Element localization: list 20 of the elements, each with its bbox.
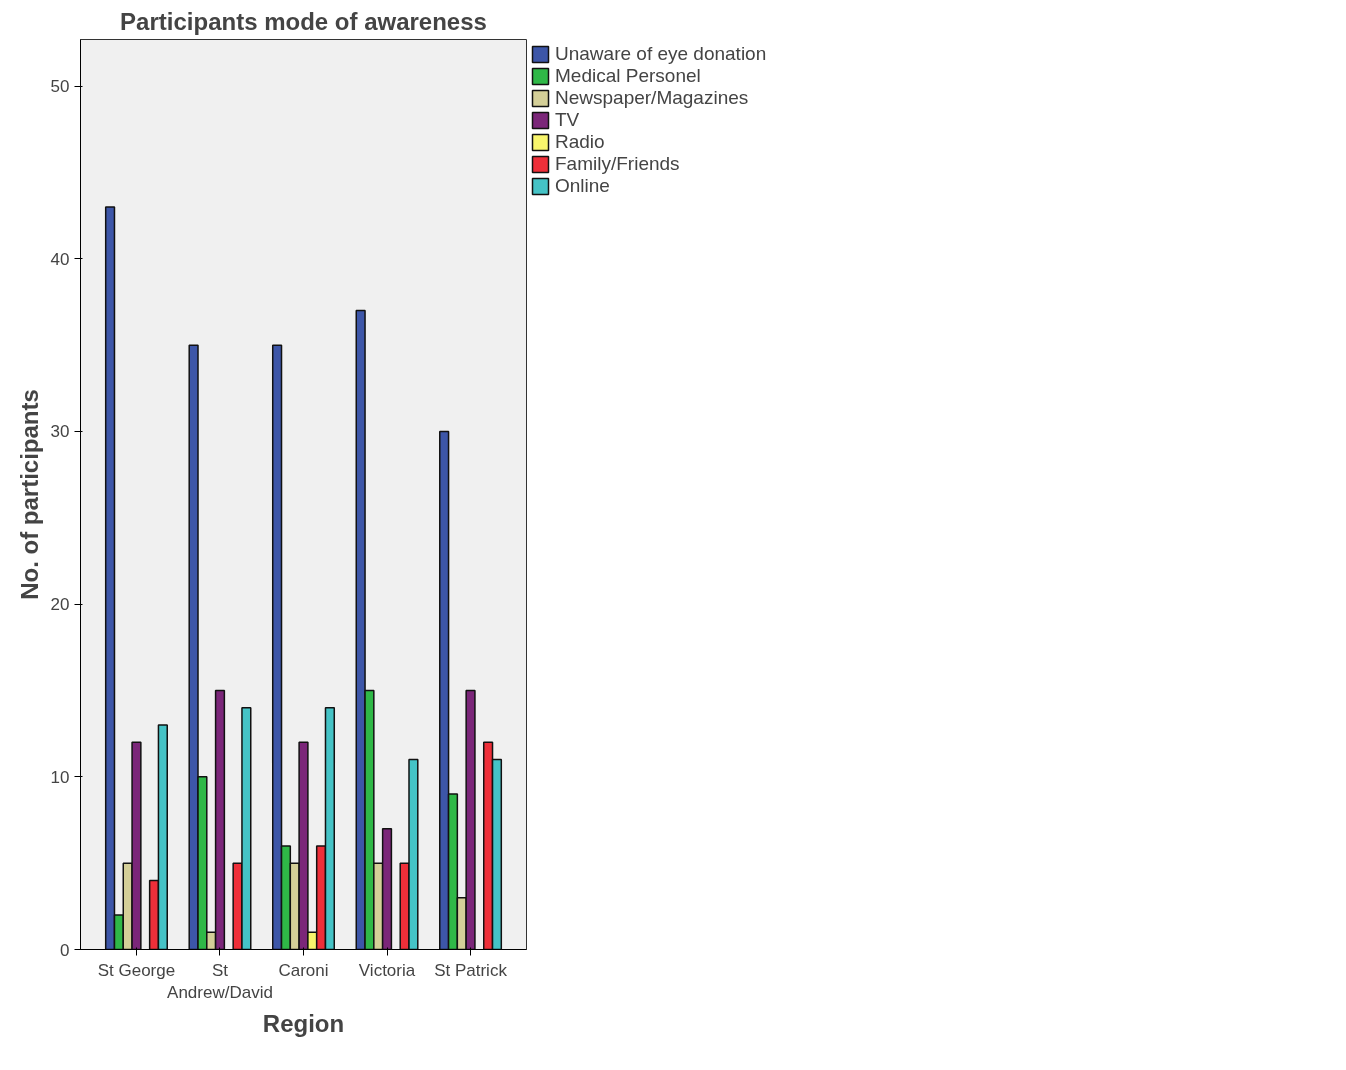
legend-label: TV	[555, 109, 580, 131]
y-tick-label: 10	[50, 767, 70, 787]
y-tick-label: 40	[50, 249, 70, 269]
legend-label: Family/Friends	[555, 153, 680, 175]
y-axis-title: No. of participants	[15, 389, 43, 600]
legend-label: Unaware of eye donation	[555, 43, 767, 65]
x-tick-label: Caroni	[278, 960, 329, 980]
x-axis-title: Region	[262, 1010, 345, 1038]
legend-label: Medical Personel	[555, 65, 701, 87]
legend-label: Radio	[555, 131, 605, 153]
x-tick-label: Victoria	[358, 960, 416, 980]
y-tick-label: 50	[50, 77, 70, 97]
y-tick-label: 20	[50, 595, 70, 615]
chart-title: Participants mode of awareness	[120, 7, 487, 35]
x-tick-label: St Patrick	[434, 960, 508, 980]
legend-label: Online	[555, 175, 610, 197]
y-tick-label: 0	[60, 940, 70, 960]
y-tick-label: 30	[50, 422, 70, 442]
legend-label: Newspaper/Magazines	[555, 87, 749, 109]
x-tick-label: St George	[97, 960, 176, 980]
